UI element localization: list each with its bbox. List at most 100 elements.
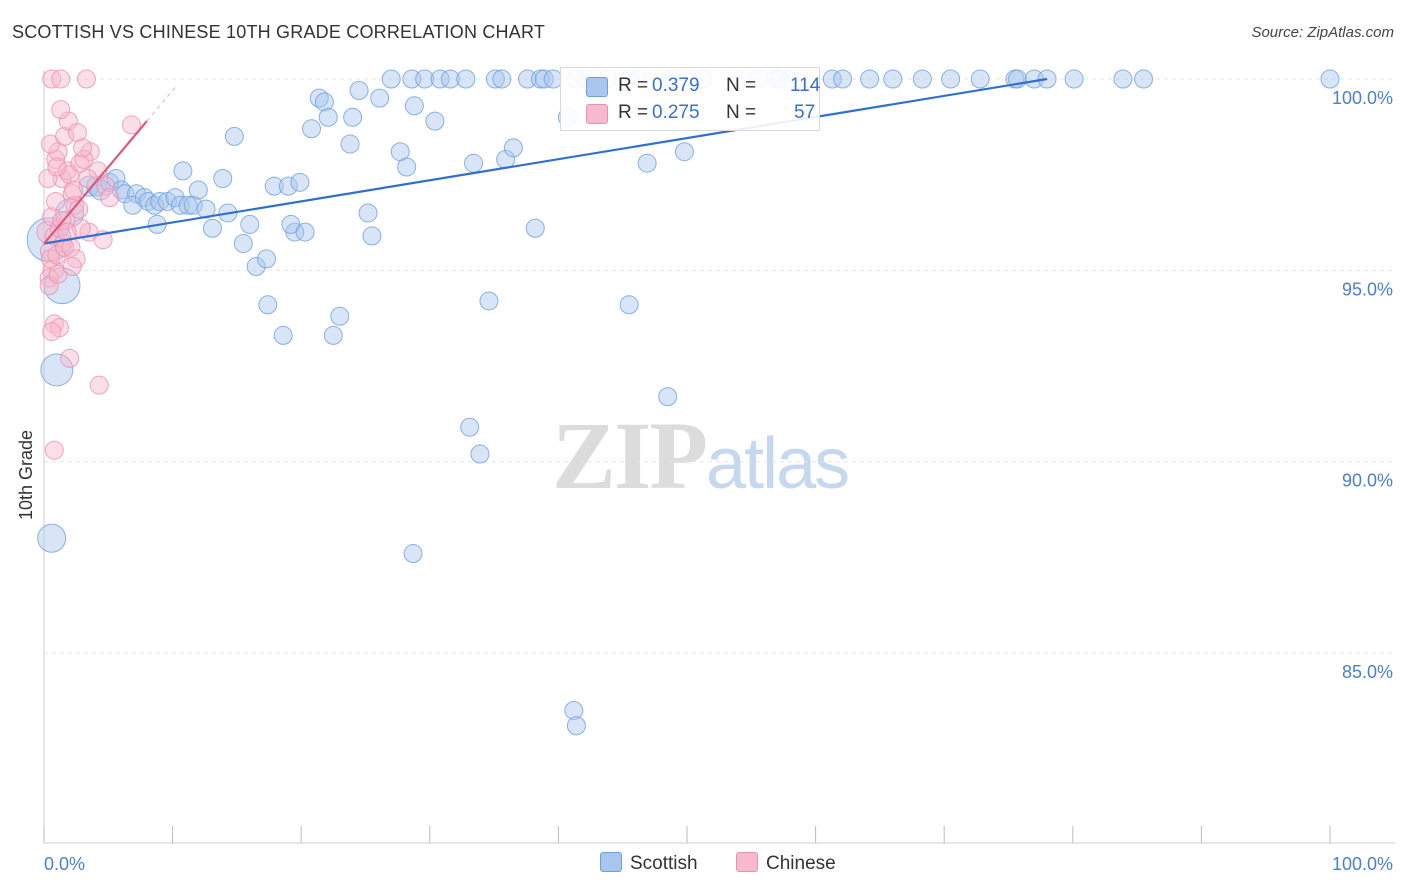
legend-r-value-chinese: 0.275 — [652, 102, 700, 123]
point-scottish — [258, 295, 278, 315]
legend-n-label: N = — [726, 75, 757, 96]
point-scottish — [566, 716, 586, 736]
point-chinese — [60, 348, 80, 368]
point-scottish — [970, 69, 990, 89]
point-scottish — [240, 214, 260, 234]
watermark: ZIPatlas — [552, 400, 850, 511]
point-scottish — [1064, 69, 1084, 89]
point-chinese — [44, 440, 64, 460]
point-scottish — [301, 119, 321, 139]
point-chinese — [76, 69, 96, 89]
point-chinese — [55, 237, 75, 257]
point-scottish — [1134, 69, 1154, 89]
point-scottish — [397, 157, 417, 177]
point-scottish — [883, 69, 903, 89]
point-scottish — [188, 180, 208, 200]
point-scottish — [456, 69, 476, 89]
point-chinese — [96, 176, 116, 196]
bottom-legend-label-scottish: Scottish — [630, 853, 698, 874]
watermark-zip: ZIP — [552, 402, 708, 509]
point-scottish — [145, 195, 165, 215]
point-chinese — [42, 207, 62, 227]
point-scottish — [37, 523, 67, 553]
point-scottish — [860, 69, 880, 89]
point-scottish — [822, 69, 842, 89]
point-scottish — [278, 176, 298, 196]
legend-n-label: N = — [726, 102, 757, 123]
point-chinese — [62, 257, 82, 277]
point-scottish — [123, 195, 143, 215]
point-scottish — [503, 138, 523, 158]
point-scottish — [403, 544, 423, 564]
point-scottish — [430, 69, 450, 89]
point-scottish — [340, 134, 360, 154]
point-scottish — [912, 69, 932, 89]
point-chinese — [51, 100, 71, 120]
y-tick-label: 90.0% — [1342, 471, 1393, 491]
point-scottish — [485, 69, 505, 89]
point-scottish — [370, 88, 390, 108]
point-scottish — [658, 387, 678, 407]
y-tick-label: 100.0% — [1332, 88, 1393, 108]
legend-r-value-scottish: 0.379 — [652, 75, 700, 96]
point-scottish — [349, 80, 369, 100]
point-scottish — [106, 169, 126, 189]
point-scottish — [1113, 69, 1133, 89]
point-chinese — [121, 115, 141, 135]
point-chinese — [67, 123, 87, 143]
point-scottish — [273, 325, 293, 345]
point-chinese — [78, 169, 98, 189]
point-scottish — [330, 306, 350, 326]
point-scottish — [115, 184, 135, 204]
point-scottish — [674, 142, 694, 162]
stats-legend: R = 0.379 N = 114 R = 0.275 N = 57 — [560, 67, 820, 131]
legend-r-label: R = — [618, 102, 649, 123]
point-scottish — [233, 234, 253, 254]
point-scottish — [178, 195, 198, 215]
bottom-legend-scottish: Scottish — [600, 852, 698, 875]
point-scottish — [173, 161, 193, 181]
point-scottish — [213, 169, 233, 189]
point-scottish — [464, 153, 484, 173]
point-scottish — [309, 88, 329, 108]
point-chinese — [44, 314, 64, 334]
point-scottish — [362, 226, 382, 246]
point-scottish — [314, 92, 334, 112]
point-scottish — [183, 195, 203, 215]
point-chinese — [55, 126, 75, 146]
point-scottish — [833, 69, 853, 89]
point-scottish — [246, 257, 266, 277]
point-chinese — [69, 199, 89, 219]
point-scottish — [318, 107, 338, 127]
point-scottish — [415, 69, 435, 89]
legend-n-value-chinese: 57 — [794, 102, 816, 123]
point-scottish — [479, 291, 499, 311]
point-chinese — [46, 191, 66, 211]
point-scottish — [78, 175, 100, 197]
point-scottish — [404, 96, 424, 116]
point-scottish — [941, 69, 961, 89]
point-chinese — [47, 157, 67, 177]
point-scottish — [492, 69, 512, 89]
trendline-extension-chinese — [146, 87, 176, 122]
y-tick-label: 95.0% — [1342, 279, 1393, 299]
legend-r-label: R = — [618, 75, 649, 96]
legend-n-value-scottish: 114 — [790, 75, 821, 96]
point-scottish — [323, 325, 343, 345]
point-chinese — [42, 322, 62, 342]
point-scottish — [290, 172, 310, 192]
point-chinese — [73, 138, 93, 158]
trendline-chinese — [43, 120, 148, 245]
bottom-legend-swatch-scottish — [600, 852, 622, 872]
point-scottish — [470, 444, 490, 464]
point-scottish — [637, 153, 657, 173]
point-chinese — [64, 180, 84, 200]
trendline-scottish — [43, 77, 1048, 245]
point-chinese — [57, 222, 77, 242]
bottom-legend-label-chinese: Chinese — [766, 853, 836, 874]
point-scottish — [134, 188, 154, 208]
point-chinese — [70, 153, 90, 173]
watermark-atlas: atlas — [706, 424, 850, 504]
point-chinese — [46, 149, 66, 169]
